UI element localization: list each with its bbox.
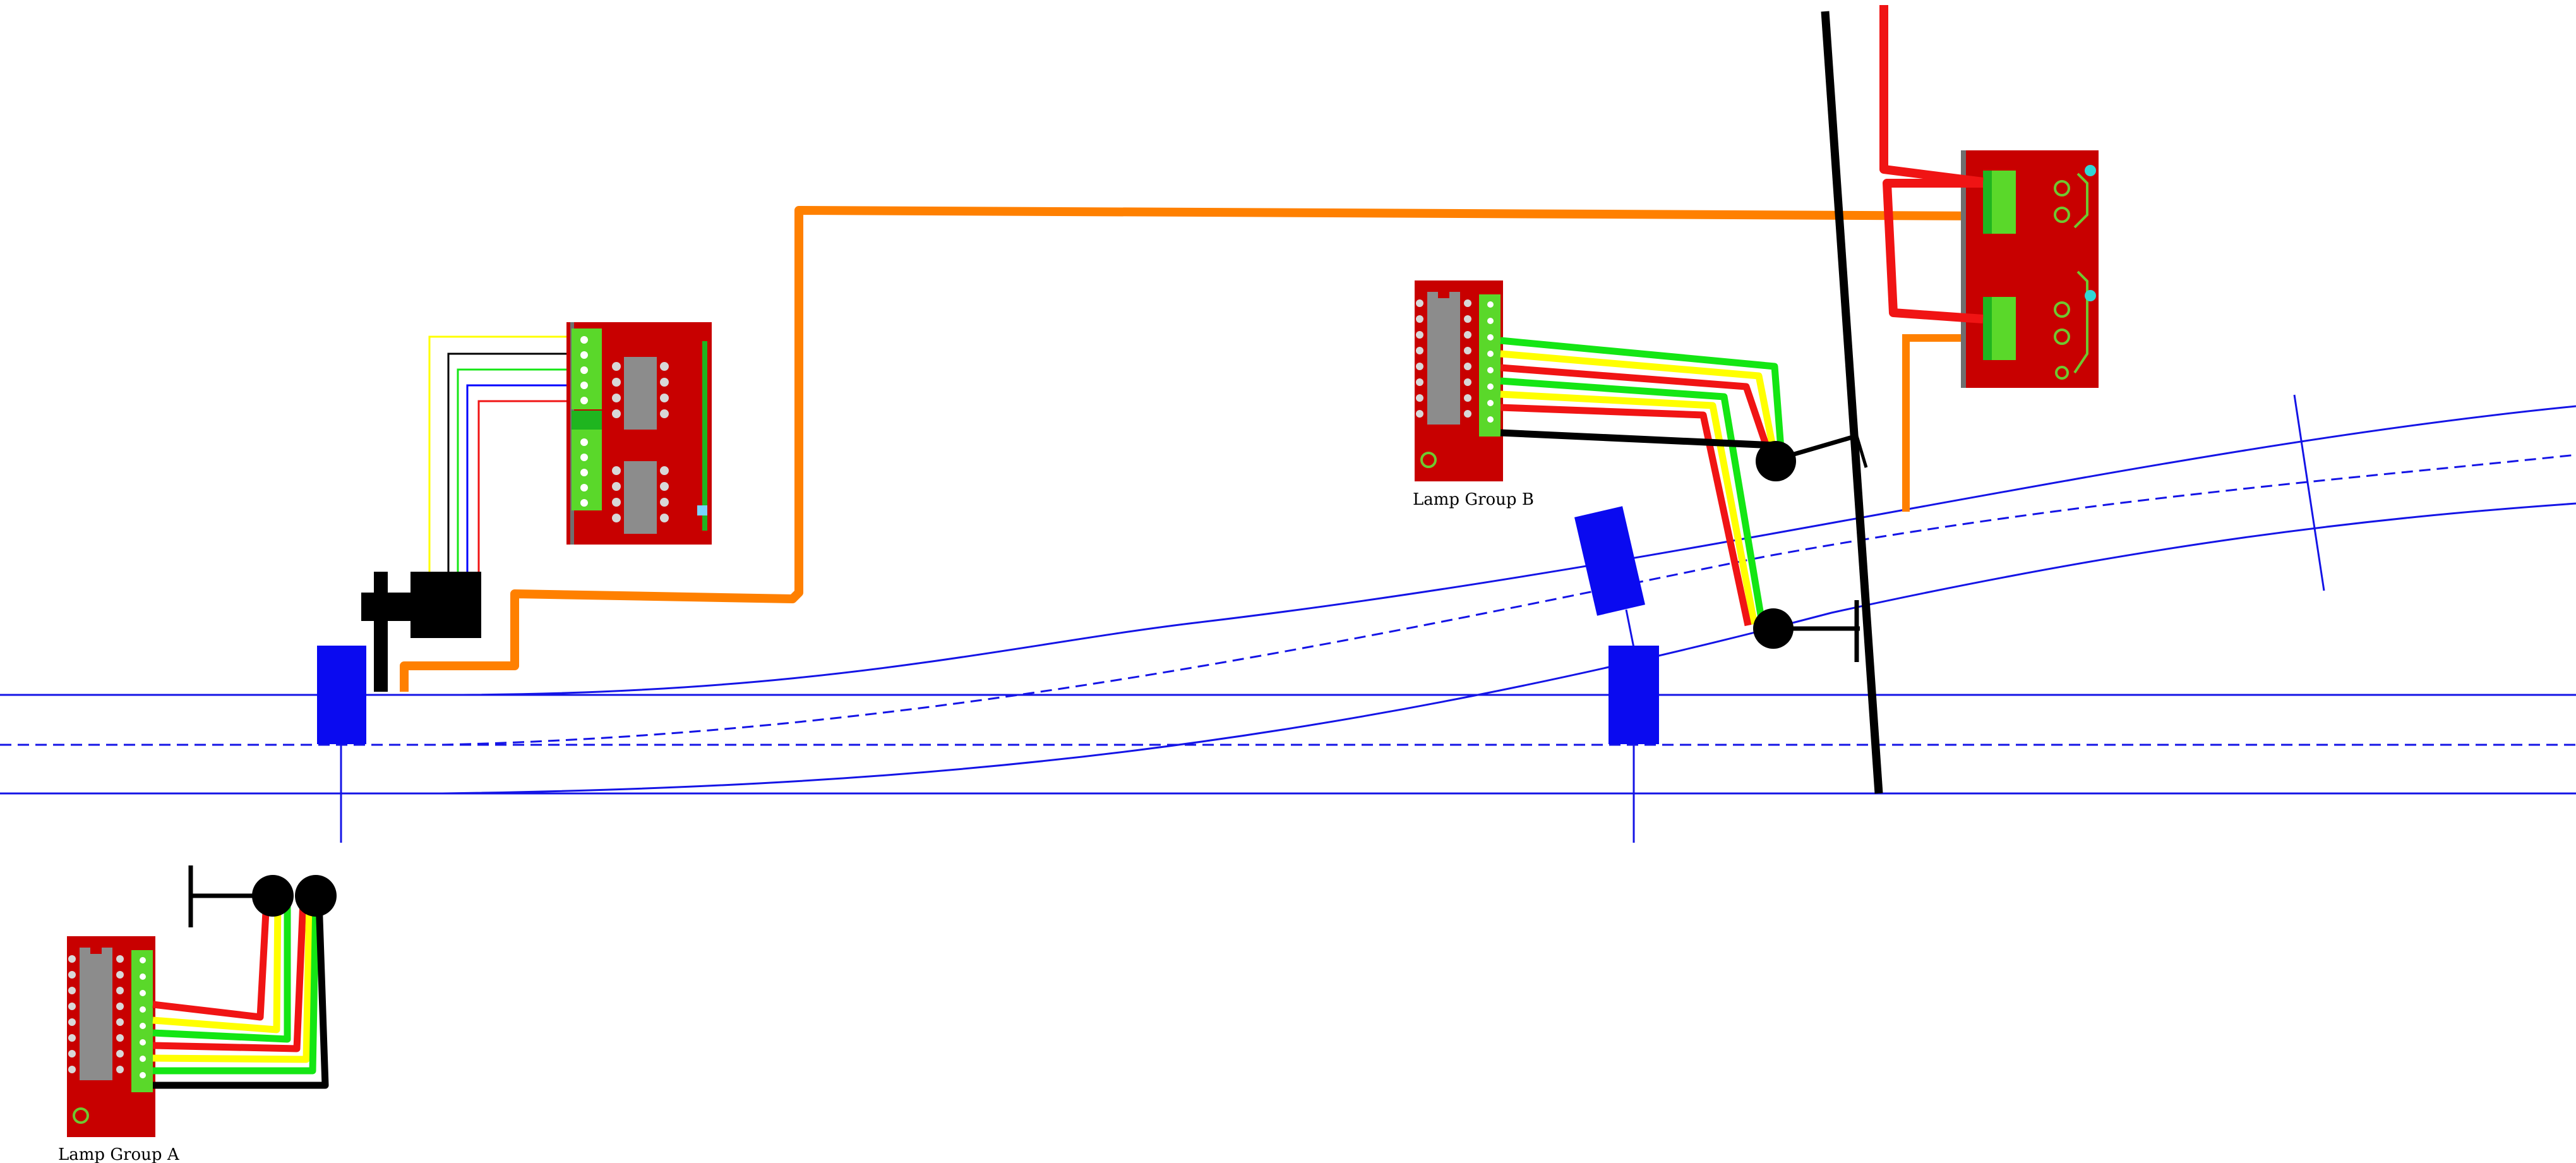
wire-b-green-2 <box>1500 377 1766 623</box>
wire-b-black <box>1500 429 1775 449</box>
signal-head-icon <box>188 865 337 927</box>
relay-control-wires <box>428 335 572 572</box>
wire-green-thin <box>457 368 572 572</box>
power-bus-wire <box>400 206 1998 692</box>
track-detectors <box>317 506 1659 744</box>
wire-blue-thin <box>466 384 572 572</box>
detector-block-c <box>1574 506 1645 616</box>
wire-a-green-1 <box>152 900 291 1043</box>
lamp-group-a-label: Lamp Group A <box>58 1145 180 1163</box>
wire-yellow-thin <box>428 335 572 572</box>
wire-red-thin <box>477 400 572 572</box>
detector-block-b <box>1609 646 1659 744</box>
lamp-group-b-label: Lamp Group B <box>1413 490 1534 509</box>
servo-board-icon <box>1961 150 2099 388</box>
wire-b-red-2 <box>1500 404 1752 627</box>
servo-feed-wires <box>1879 5 1984 323</box>
detector-link-b <box>1625 609 1635 648</box>
wire-a-red-1 <box>152 900 270 1021</box>
signal-lamp-a-right <box>295 875 337 917</box>
wire-a-green-2 <box>153 900 320 1075</box>
signal-lamp-b-lower <box>1753 608 1794 649</box>
lamp-driver-board-icon <box>67 936 155 1137</box>
wire-a-yellow-1 <box>152 900 282 1033</box>
wire-a-red-2 <box>152 900 307 1052</box>
branch-centerline <box>441 454 2576 746</box>
wire-b-red-1 <box>1500 364 1772 453</box>
point-motor-icon <box>361 572 481 692</box>
branch-rail-top <box>441 405 2576 696</box>
branch-rail-bottom <box>441 502 2576 795</box>
relay-board-icon <box>566 322 712 545</box>
lamp-group-a-wires <box>152 900 329 1089</box>
lamp-group-b-wires <box>1500 337 1785 627</box>
detector-block-a <box>317 646 366 744</box>
wire-a-yellow-2 <box>152 900 313 1063</box>
insulated-joint-c <box>2293 394 2325 591</box>
common-return-wire <box>1821 11 1883 794</box>
signal-lamp-a-left <box>252 875 294 917</box>
signal-lamp-b-upper <box>1756 441 1796 481</box>
wire-a-black <box>153 900 329 1089</box>
wire-b-yellow-1 <box>1500 350 1777 451</box>
wire-b-yellow-2 <box>1500 390 1758 625</box>
signal-head-icon <box>1753 433 1868 662</box>
track-layout <box>0 394 2576 843</box>
wire-black-thin <box>447 353 572 572</box>
lamp-driver-board-icon <box>1415 280 1503 481</box>
wire-b-green-1 <box>1500 337 1785 449</box>
